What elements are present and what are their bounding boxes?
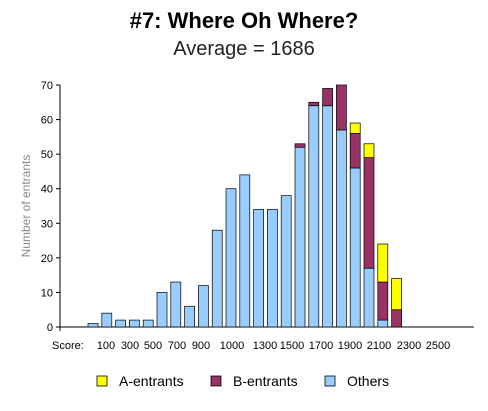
bar-a-entrants-2300 [391,278,402,311]
bar-others-400 [129,319,140,328]
bar-others-600 [156,292,168,328]
bar-others-700 [170,281,182,328]
y-axis-label: Number of entrants [19,155,33,258]
bar-b-entrants-1800 [322,88,333,107]
legend-label-a-entrants: A-entrants [119,373,184,389]
chart-subtitle: Average = 1686 [173,38,315,60]
chart-title: #7: Where Oh Where? [129,8,359,33]
legend-label-others: Others [347,373,389,389]
y-tick-label: 40 [41,184,53,196]
x-tick-label: 2500 [426,340,450,352]
bar-others-1300 [253,209,264,328]
x-tick-label: 500 [144,340,162,352]
bar-others-1500 [280,195,292,328]
x-tick-label: 300 [121,340,139,352]
legend-swatch-a-entrants [96,375,108,387]
y-tick-label: 10 [41,287,53,299]
x-tick-label: 1900 [338,340,362,352]
x-tick-label: 2100 [367,340,391,352]
bar-others-100 [87,323,99,328]
legend-swatch-b-entrants [210,375,222,387]
bar-b-entrants-1600 [294,143,306,148]
bar-a-entrants-2200 [377,243,389,283]
bar-b-entrants-1700 [308,101,320,107]
bar-others-200 [101,312,113,328]
x-axis-label: Score: [52,340,84,352]
bar-others-500 [142,319,154,328]
bar-others-800 [184,305,195,328]
y-tick-label: 0 [47,322,53,334]
x-tick-label: 100 [97,340,115,352]
y-tick-label: 50 [41,149,53,161]
x-tick-label: 700 [168,340,186,352]
x-tick-label: 1700 [309,340,333,352]
bar-others-900 [198,285,209,328]
bar-others-1100 [225,188,237,328]
x-tick-label: 2300 [397,340,421,352]
bar-b-entrants-2300 [391,309,402,328]
legend-swatch-others [324,375,336,387]
bar-b-entrants-2100 [363,157,375,269]
bar-others-1400 [267,209,278,328]
bar-others-1800 [322,105,333,328]
bar-others-2000 [349,167,361,328]
bar-b-entrants-2000 [349,133,361,169]
y-tick-label: 60 [41,115,53,127]
x-tick-label: 1300 [253,340,277,352]
bar-b-entrants-1900 [336,84,347,131]
bar-a-entrants-2000 [349,122,361,134]
bar-a-entrants-2100 [363,143,375,158]
bar-others-1900 [336,129,347,328]
x-tick-label: 1000 [220,340,244,352]
legend-label-b-entrants: B-entrants [233,373,298,389]
y-tick-label: 70 [41,80,53,92]
bar-b-entrants-2200 [377,281,389,321]
bar-others-2100 [363,267,375,328]
bar-others-2200 [377,319,389,328]
bar-others-1000 [211,229,223,328]
bar-others-300 [115,319,126,328]
bar-others-1700 [308,105,320,328]
x-tick-label: 900 [192,340,210,352]
bar-others-1200 [239,174,251,328]
x-tick-label: 1500 [280,340,304,352]
y-tick-label: 20 [41,253,53,265]
bar-others-1600 [294,146,306,328]
y-tick-label: 30 [41,218,53,230]
